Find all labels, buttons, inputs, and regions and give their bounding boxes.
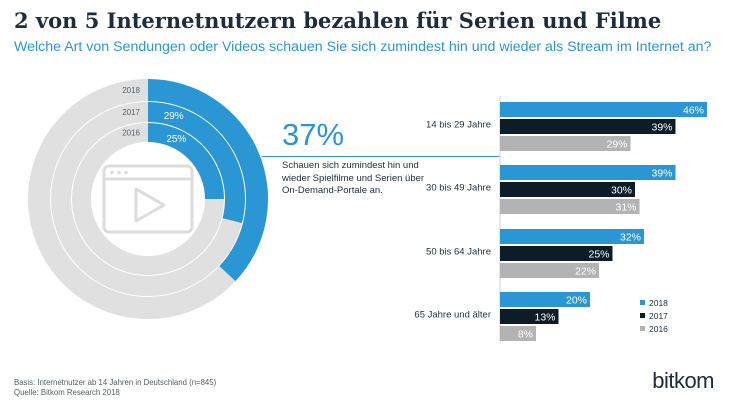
highlight-value: 37% — [282, 117, 345, 152]
ring-value-2017: 29% — [164, 111, 184, 122]
bar-value-label: 39% — [651, 168, 672, 180]
bar-value-label: 29% — [606, 139, 627, 151]
bar-value-label: 46% — [683, 105, 704, 117]
bar-value-label: 13% — [534, 312, 555, 324]
ring-year-2017: 2017 — [122, 108, 140, 117]
chart-title: 2 von 5 Internetnutzern bezahlen für Ser… — [14, 8, 662, 33]
bar-value-label: 8% — [518, 329, 533, 341]
category-label: 30 bis 49 Jahre — [426, 183, 491, 194]
bar-value-label: 31% — [615, 202, 636, 214]
video-frame — [102, 164, 194, 234]
bar-2018 — [500, 292, 590, 307]
bar-2016 — [500, 263, 599, 278]
bar-value-label: 30% — [611, 185, 632, 197]
category-label: 14 bis 29 Jahre — [426, 120, 491, 131]
category-label: 50 bis 64 Jahre — [426, 247, 491, 258]
bitkom-logo: bitkom — [652, 368, 714, 393]
bar-value-label: 20% — [566, 295, 587, 307]
video-dot — [117, 170, 121, 175]
video-dot — [110, 170, 114, 175]
legend-swatch-2017 — [640, 313, 645, 318]
ring-arc-2016 — [148, 123, 224, 199]
video-dot — [124, 170, 128, 175]
bar-2018 — [500, 229, 644, 244]
donut-chart: 2018 2017 29% 2016 25% — [28, 79, 269, 319]
legend-label-2017: 2017 — [649, 311, 668, 321]
ring-value-2016: 25% — [166, 134, 186, 145]
chart-subtitle: Welche Art von Sendungen oder Videos sch… — [14, 39, 712, 55]
bar-2018 — [500, 102, 707, 117]
bar-value-label: 25% — [588, 249, 609, 261]
legend-swatch-2018 — [640, 300, 645, 305]
bar-2017 — [500, 182, 635, 197]
bar-2016 — [500, 136, 631, 151]
bar-2016 — [500, 326, 536, 341]
ring-year-2016: 2016 — [122, 129, 140, 138]
legend-label-2018: 2018 — [649, 298, 668, 308]
video-play-icon — [102, 164, 194, 234]
legend-label-2016: 2016 — [649, 324, 668, 334]
ring-arc-2018 — [148, 79, 269, 282]
footer-basis: Basis: Internetnutzer ab 14 Jahren in De… — [14, 378, 217, 387]
bar-2016 — [500, 199, 640, 214]
category-label: 65 Jahre und älter — [414, 310, 491, 321]
bar-2017 — [500, 246, 613, 261]
bar-value-label: 22% — [575, 266, 596, 278]
bar-value-label: 39% — [651, 122, 672, 134]
legend-swatch-2016 — [640, 326, 645, 331]
bar-2017 — [500, 119, 676, 134]
ring-arc-2017 — [148, 102, 245, 224]
bar-2018 — [500, 165, 676, 180]
ring-year-2018: 2018 — [122, 86, 140, 95]
footer-source: Quelle: Bitkom Research 2018 — [14, 388, 120, 397]
play-triangle — [134, 187, 166, 223]
bar-2017 — [500, 309, 559, 324]
highlight-rule — [262, 156, 500, 157]
bar-value-label: 32% — [620, 232, 641, 244]
highlight-text: Schauen sich zumindest hin und wieder Sp… — [282, 160, 425, 196]
